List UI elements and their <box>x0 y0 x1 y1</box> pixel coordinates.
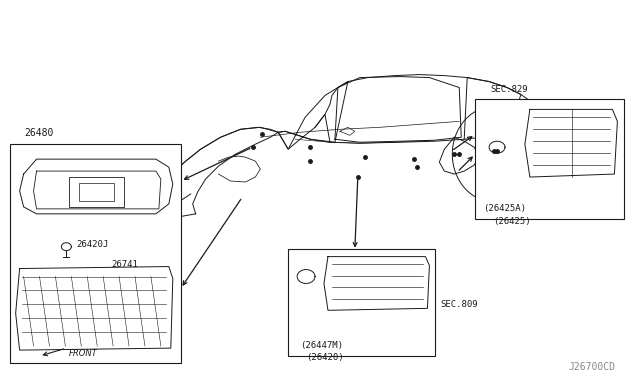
Text: (26420): (26420) <box>306 353 344 362</box>
Text: (26425): (26425) <box>493 217 531 226</box>
Bar <box>475 99 625 219</box>
Text: FRONT: FRONT <box>68 349 97 358</box>
Text: 26420J: 26420J <box>76 240 109 248</box>
Text: (26425A): (26425A) <box>483 204 526 213</box>
Text: (26447M): (26447M) <box>300 341 343 350</box>
Text: 26741: 26741 <box>111 260 138 269</box>
Bar <box>69 177 124 207</box>
Text: SEC.829: SEC.829 <box>490 84 528 93</box>
Bar <box>10 144 180 363</box>
Bar <box>79 183 114 201</box>
Text: 26480: 26480 <box>24 128 54 138</box>
Text: SEC.809: SEC.809 <box>440 300 478 310</box>
Bar <box>288 248 435 356</box>
Text: J26700CD: J26700CD <box>569 362 616 372</box>
